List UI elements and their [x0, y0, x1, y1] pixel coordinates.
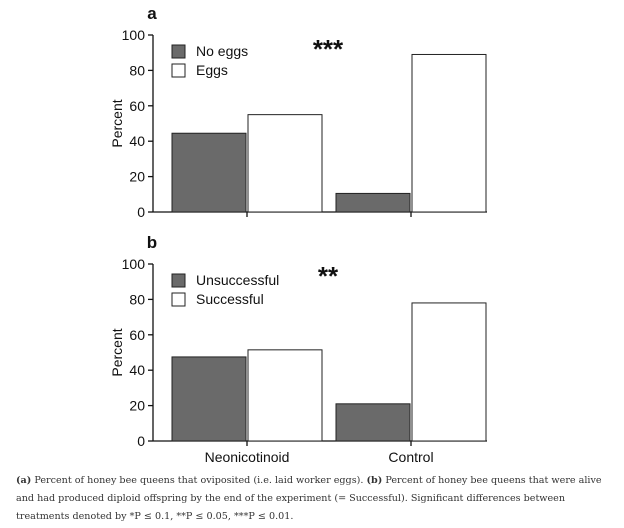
caption-panel-a-text: Percent of honey bee queens that oviposi… — [31, 475, 367, 486]
y-tick-label: 0 — [137, 433, 145, 449]
bar-a-eggs-control — [411, 53, 487, 213]
figure-caption: (a) Percent of honey bee queens that ovi… — [16, 472, 612, 526]
bar-a-no-eggs-control — [335, 192, 411, 213]
x-category-label: Neonicotinoid — [205, 449, 290, 465]
legend-label: Successful — [196, 291, 264, 307]
y-tick-label: 60 — [129, 327, 145, 343]
panel-label-a: a — [147, 4, 157, 23]
y-tick-label: 100 — [122, 27, 146, 43]
caption-panel-b-text: Percent of honey bee queens that were al… — [16, 475, 602, 522]
legend-swatch — [171, 44, 186, 59]
legend-swatch — [171, 63, 186, 78]
legend-label: Unsuccessful — [196, 272, 279, 288]
y-tick-label: 100 — [122, 256, 146, 272]
legend-label: Eggs — [196, 62, 228, 78]
x-category-label: Control — [388, 449, 433, 465]
bar-b-successful-control — [411, 302, 487, 442]
legend-label: No eggs — [196, 43, 248, 59]
y-axis-label: Percent — [109, 99, 125, 147]
bar-b-unsuccessful-control — [335, 403, 411, 442]
y-tick-label: 0 — [137, 204, 145, 220]
significance-marker: ** — [318, 261, 339, 291]
caption-panel-b-label: (b) — [366, 475, 383, 486]
y-tick-label: 20 — [129, 169, 145, 185]
y-tick-label: 40 — [129, 133, 145, 149]
y-tick-label: 40 — [129, 362, 145, 378]
y-tick-label: 20 — [129, 398, 145, 414]
legend-swatch — [171, 292, 186, 307]
y-axis-label: Percent — [109, 328, 125, 376]
y-tick-label: 80 — [129, 62, 145, 78]
bar-b-unsuccessful-neonicotinoid — [171, 356, 247, 442]
y-tick-label: 60 — [129, 98, 145, 114]
panel-label-b: b — [147, 233, 157, 252]
legend-swatch — [171, 273, 186, 288]
bar-b-successful-neonicotinoid — [247, 349, 323, 442]
bar-a-eggs-neonicotinoid — [247, 114, 323, 213]
significance-marker: *** — [313, 34, 344, 64]
y-tick-label: 80 — [129, 291, 145, 307]
bar-a-no-eggs-neonicotinoid — [171, 132, 247, 213]
caption-panel-a-label: (a) — [16, 475, 32, 486]
